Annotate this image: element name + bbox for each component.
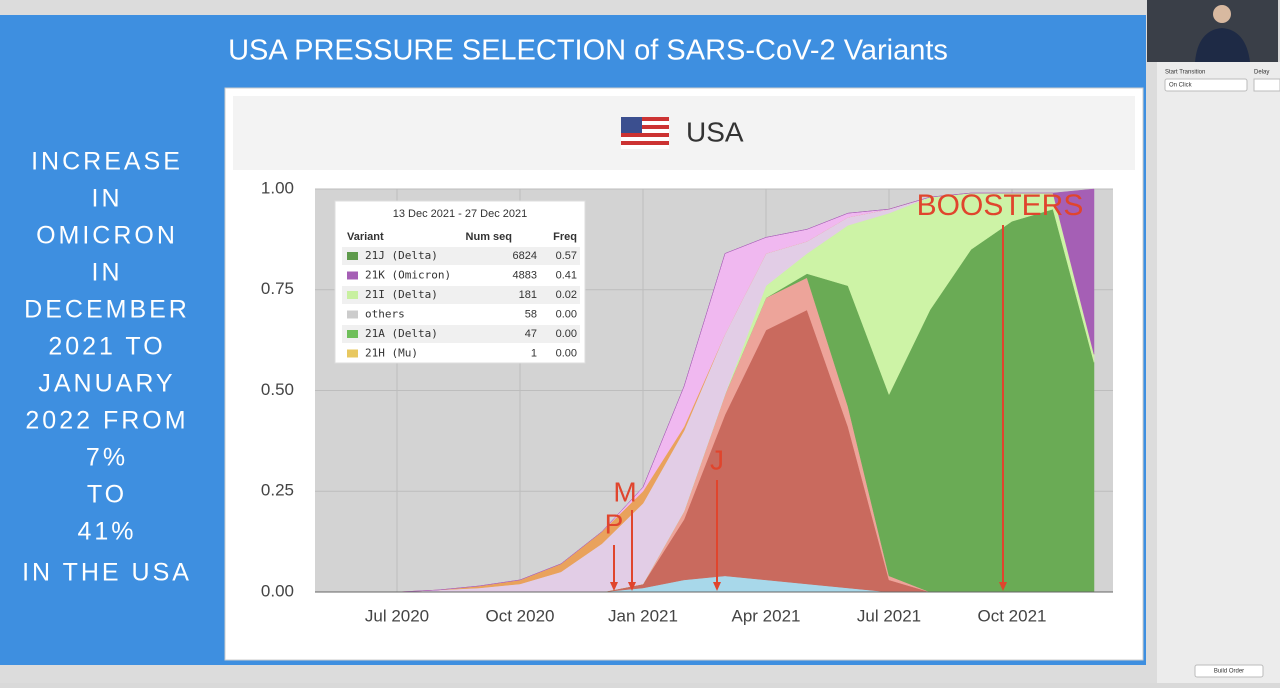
side-line: IN <box>92 185 123 213</box>
arrow-head <box>999 582 1007 591</box>
usa-flag <box>621 117 669 149</box>
side-line: 7% <box>86 444 128 472</box>
num-seq: 181 <box>519 289 537 301</box>
x-tick-label: Oct 2020 <box>486 606 555 625</box>
swatch <box>347 349 358 358</box>
tooltip-column: Variant <box>347 231 384 243</box>
freq: 0.00 <box>556 328 577 340</box>
swatch <box>347 252 358 260</box>
tooltip-title: 13 Dec 2021 - 27 Dec 2021 <box>393 208 528 220</box>
num-seq: 4883 <box>513 269 537 281</box>
freq: 0.00 <box>556 308 577 320</box>
y-tick-label: 1.00 <box>261 178 294 197</box>
freq: 0.57 <box>556 250 577 262</box>
side-line: JANUARY <box>38 370 175 398</box>
area <box>315 188 1095 593</box>
tooltip-column: Freq <box>553 231 577 243</box>
side-line: 2021 TO <box>48 333 165 361</box>
start-select[interactable] <box>1164 78 1248 92</box>
build-order-button[interactable] <box>1194 664 1264 678</box>
y-tick-label: 0.75 <box>261 279 294 298</box>
annotation: M <box>613 476 636 507</box>
variant: others <box>365 308 405 321</box>
x-tick-label: Jul 2021 <box>857 606 921 625</box>
side-line: TO <box>87 481 127 509</box>
side-line: 2022 FROM <box>25 407 188 435</box>
chart-title: USA <box>686 116 744 147</box>
num-seq: 6824 <box>513 250 537 262</box>
y-tick-label: 0.25 <box>261 481 294 500</box>
x-tick-label: Jan 2021 <box>608 606 678 625</box>
row-band <box>342 325 580 343</box>
row-band <box>342 286 580 304</box>
side-line: IN THE USA <box>22 559 192 587</box>
swatch <box>347 310 358 319</box>
side-line: DECEMBER <box>24 296 190 324</box>
arrow-head <box>713 582 721 591</box>
variant: 21I (Delta) <box>365 288 438 301</box>
delay-field[interactable] <box>1253 78 1280 92</box>
swatch <box>347 291 358 299</box>
swatch <box>347 330 358 338</box>
annotation: J <box>710 444 724 475</box>
presenter-body <box>1195 28 1250 62</box>
tooltip: 13 Dec 2021 - 27 Dec 2021 Variant Num seq F… <box>334 200 586 364</box>
delay-label: Delay <box>1254 70 1269 76</box>
x-tick-label: Oct 2021 <box>978 606 1047 625</box>
arrow-head <box>610 582 618 591</box>
variant: 21K (Omicron) <box>365 269 451 282</box>
start-label: Start Transition <box>1165 70 1205 76</box>
freq: 0.41 <box>556 269 577 281</box>
card-header <box>233 96 1135 170</box>
freq: 0.00 <box>556 347 577 359</box>
y-tick-label: 0.00 <box>261 581 294 600</box>
annotation: BOOSTERS <box>917 189 1084 222</box>
row-band <box>342 247 580 265</box>
num-seq: 1 <box>531 347 537 359</box>
side-line: IN <box>92 259 123 287</box>
sidebar <box>1157 62 1280 683</box>
slide-title: USA PRESSURE SELECTION of SARS-CoV-2 Var… <box>228 35 948 67</box>
plot: 0.00 0.25 0.50 0.75 1.00 Jul 2020 Oct 2020 Jan … <box>261 178 1113 625</box>
side-line: 41% <box>77 518 136 546</box>
freq: 0.02 <box>556 289 577 301</box>
annotation: P <box>605 508 624 539</box>
x-tick-label: Apr 2021 <box>732 606 801 625</box>
variant: 21H (Mu) <box>365 347 418 360</box>
variant: 21J (Delta) <box>365 249 438 262</box>
presenter-head <box>1213 5 1231 23</box>
x-tick-label: Jul 2020 <box>365 606 429 625</box>
side-line: INCREASE <box>31 148 183 176</box>
side-line: OMICRON <box>36 222 178 250</box>
num-seq: 58 <box>525 308 537 320</box>
num-seq: 47 <box>525 328 537 340</box>
start-value: On Click <box>1169 83 1193 89</box>
tooltip-column: Num seq <box>466 231 512 243</box>
build-order-label: Build Order <box>1214 669 1244 675</box>
y-tick-label: 0.50 <box>261 380 294 399</box>
variant: 21A (Delta) <box>365 327 438 340</box>
side-text: INCREASE IN OMICRON IN DECEMBER 2021 TO JANUAR… <box>22 148 192 587</box>
swatch <box>347 271 358 280</box>
arrow-head <box>628 582 636 591</box>
